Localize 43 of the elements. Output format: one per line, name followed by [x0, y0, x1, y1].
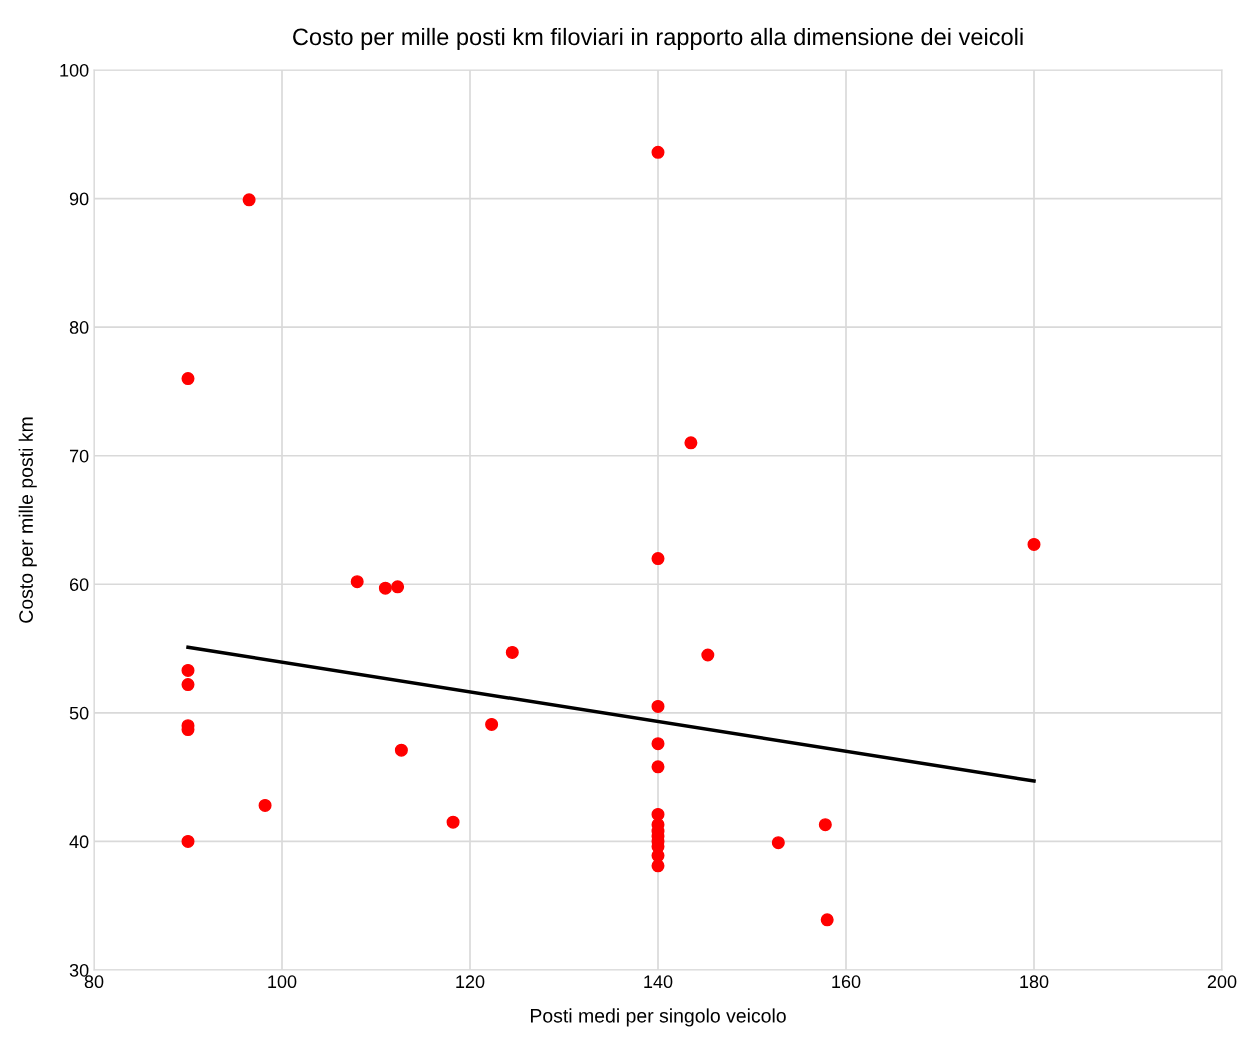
point [391, 580, 405, 594]
point [378, 581, 392, 595]
point [258, 798, 272, 812]
point [181, 834, 195, 848]
point [181, 372, 195, 386]
point [684, 436, 698, 450]
point [1027, 537, 1041, 551]
point [771, 836, 785, 850]
point [651, 699, 665, 713]
point [505, 645, 519, 659]
y-tick-label: 100 [60, 63, 89, 77]
y-tick-label: 50 [69, 706, 89, 720]
y-tick-label: 70 [69, 449, 89, 463]
y-tick-label: 90 [69, 192, 89, 206]
point [242, 193, 256, 207]
point [651, 760, 665, 774]
x-tick-label: 200 [1207, 975, 1237, 989]
y-tick-label: 40 [69, 835, 89, 849]
point [350, 575, 364, 589]
x-tick-label: 140 [644, 975, 673, 989]
point [651, 145, 665, 159]
x-tick-label: 80 [84, 975, 104, 989]
y-tick-label: 80 [69, 321, 89, 334]
point [651, 737, 665, 751]
x-tick-label: 180 [1020, 975, 1049, 989]
x-tick-label: 100 [268, 975, 297, 989]
y-tick-label: 60 [69, 578, 89, 592]
x-axis-title: Posti medi per singolo veicolo [530, 1008, 786, 1027]
point [651, 552, 665, 566]
point [820, 913, 834, 927]
point [651, 859, 665, 873]
chart-title: Costo per mille posti km filoviari in rapporto alla dimensione dei veicoli [293, 27, 1023, 50]
point [701, 648, 715, 662]
point [818, 818, 832, 832]
point [181, 663, 195, 677]
y-tick-label: 30 [69, 963, 89, 977]
point [485, 717, 499, 731]
x-tick-label: 160 [832, 975, 861, 989]
y-axis-title: Costo per mille posti km [18, 417, 37, 623]
point [181, 678, 195, 692]
point [446, 815, 460, 829]
x-tick-label: 120 [456, 975, 485, 989]
point [394, 743, 408, 757]
